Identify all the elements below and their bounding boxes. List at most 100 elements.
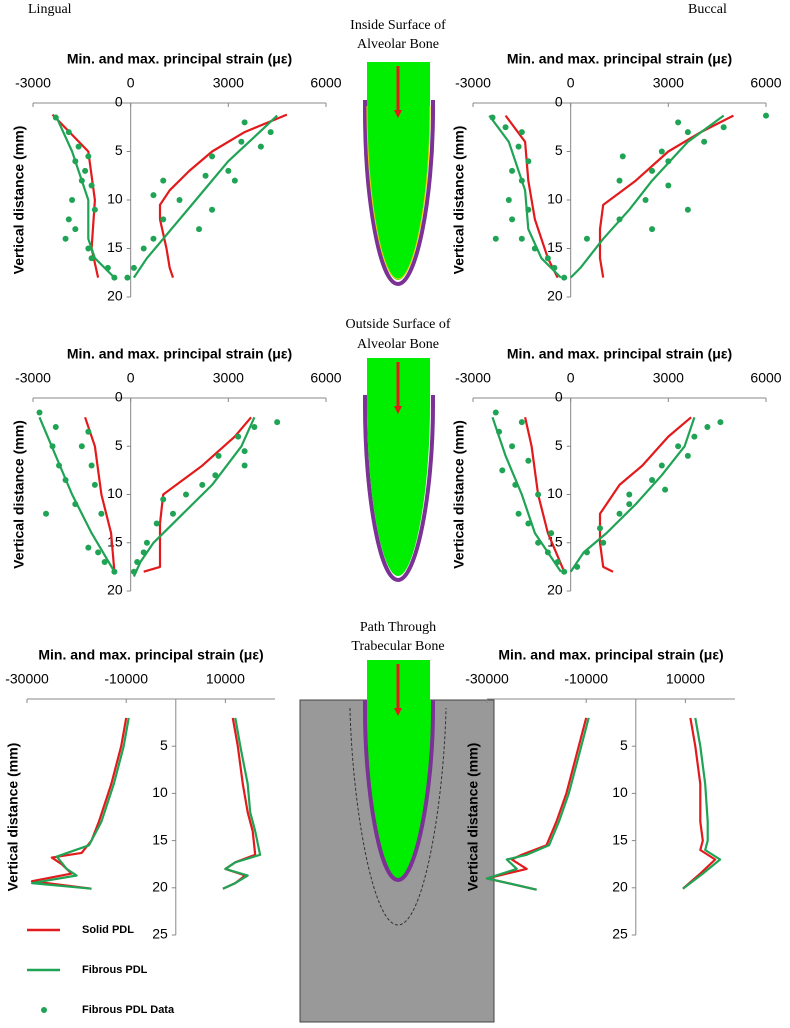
y-tick-label: 5 (555, 437, 563, 453)
y-axis-label: Vertical distance (mm) (11, 126, 27, 275)
x-tick-label: 0 (127, 370, 135, 386)
data-point (544, 255, 551, 262)
data-point (91, 206, 98, 213)
data-point (36, 409, 43, 416)
x-axis-label: Min. and max. principal strain (με) (498, 647, 723, 663)
y-tick-label: 10 (107, 191, 123, 207)
y-tick-label: 10 (547, 485, 563, 501)
data-point (642, 197, 649, 203)
x-tick-label: -3000 (455, 370, 491, 386)
data-point (72, 158, 79, 165)
x-tick-label: 3000 (213, 75, 244, 91)
tooth-diagram (363, 358, 435, 583)
curve (158, 113, 288, 278)
data-point (518, 177, 525, 184)
data-point (574, 563, 581, 570)
data-point (658, 462, 665, 469)
data-point (52, 114, 59, 121)
data-point (91, 481, 98, 488)
data-point (561, 568, 568, 575)
data-point (649, 477, 656, 484)
data-point (111, 568, 118, 575)
data-point (140, 245, 147, 252)
y-tick-label: 0 (115, 94, 123, 110)
data-point (649, 226, 656, 233)
x-axis-label: Min. and max. principal strain (με) (38, 647, 263, 663)
data-point (111, 274, 118, 281)
data-point (238, 138, 245, 145)
data-point (62, 477, 69, 484)
data-point (509, 167, 516, 174)
data-point (88, 462, 95, 469)
data-point (509, 216, 516, 223)
x-axis-label: Min. and max. principal strain (με) (507, 346, 732, 362)
data-point (85, 153, 92, 160)
data-point (551, 264, 558, 271)
curve (491, 416, 562, 573)
data-point (85, 544, 92, 551)
curve (598, 416, 692, 573)
data-point (251, 423, 258, 430)
data-point (95, 549, 102, 556)
section-title: Path Through (360, 620, 436, 635)
curve (51, 113, 100, 278)
curve (569, 416, 696, 573)
data-point (160, 177, 167, 184)
data-point (215, 452, 222, 459)
section-title: Alveolar Bone (357, 37, 439, 52)
data-point (88, 182, 95, 189)
x-tick-label: -3000 (15, 370, 51, 386)
x-tick-label: -10000 (564, 671, 608, 687)
side-label: Buccal (688, 2, 727, 17)
data-point (257, 143, 264, 150)
y-tick-label: 10 (107, 485, 123, 501)
data-point (518, 235, 525, 242)
data-point (150, 235, 157, 242)
data-point (104, 264, 111, 271)
data-point (662, 486, 669, 493)
y-tick-label: 15 (152, 831, 168, 847)
data-point (596, 525, 603, 532)
section-title: Inside Surface of (350, 18, 446, 33)
legend-marker (41, 1007, 47, 1013)
y-tick-label: 5 (160, 737, 168, 753)
x-tick-label: 3000 (653, 370, 684, 386)
data-point (548, 530, 555, 537)
legend: Solid PDL Fibrous PDL Fibrous PDL Data (27, 924, 175, 1016)
curve (132, 114, 278, 279)
data-point (52, 423, 59, 430)
data-point (212, 472, 219, 479)
data-point (701, 138, 708, 145)
data-point (763, 112, 769, 119)
data-point (616, 510, 623, 517)
x-tick-label: 3000 (213, 370, 244, 386)
y-tick-label: 20 (547, 582, 563, 598)
data-point (492, 235, 499, 242)
data-point (75, 143, 82, 150)
legend-label: Fibrous PDL (82, 964, 148, 976)
data-point (583, 235, 590, 242)
data-point (140, 549, 147, 556)
y-tick-label: 25 (612, 926, 628, 942)
data-point (616, 216, 623, 223)
x-axis-label: Min. and max. principal strain (με) (67, 51, 292, 67)
data-point (231, 177, 238, 184)
data-point (124, 274, 131, 281)
curve (485, 717, 588, 891)
data-point (209, 206, 216, 213)
y-axis-label: Vertical distance (mm) (5, 743, 21, 892)
x-tick-label: 0 (567, 370, 575, 386)
data-point (649, 167, 656, 174)
x-tick-label: 6000 (310, 75, 341, 91)
y-axis-label: Vertical distance (mm) (465, 743, 481, 892)
y-tick-label: 10 (612, 784, 628, 800)
data-point (600, 539, 607, 546)
data-point (518, 419, 525, 426)
data-point (65, 216, 72, 223)
data-point (72, 226, 79, 233)
data-point (196, 226, 203, 233)
curve (569, 114, 725, 279)
tooth-diagram (363, 62, 435, 287)
data-point (241, 119, 248, 126)
